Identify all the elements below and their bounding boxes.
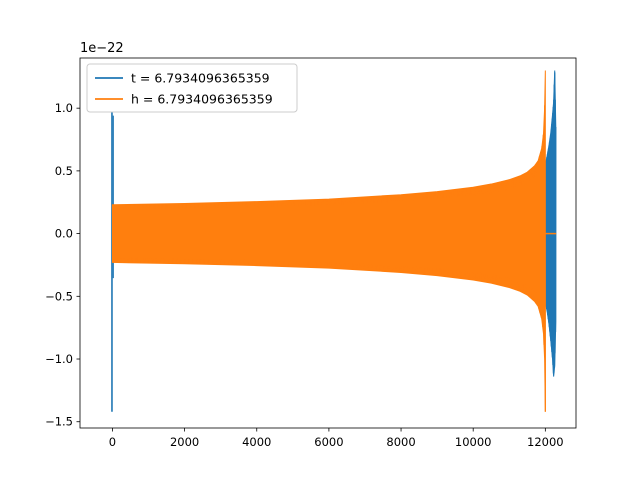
series-1-oscillation: [111, 105, 546, 412]
legend: t = 6.7934096365359 h = 6.7934096365359: [86, 63, 298, 113]
x-tick-label: 10000: [455, 435, 492, 449]
series-0-oscillation: [544, 72, 557, 374]
series-1: [111, 70, 557, 412]
x-tick-label: 8000: [386, 435, 415, 449]
x-tick-label: 6000: [314, 435, 343, 449]
x-tick-label: 0: [109, 435, 116, 449]
series-0: [111, 70, 557, 412]
y-tick-label: 0.5: [55, 164, 73, 178]
axes-frame: [79, 57, 577, 429]
x-tick-label: 12000: [527, 435, 564, 449]
y-offset-label: 1e−22: [80, 41, 124, 56]
x-tick-label: 4000: [242, 435, 271, 449]
y-tick-label: 1.0: [55, 101, 73, 115]
y-tick-label: −1.0: [45, 352, 73, 366]
legend-label-0: t = 6.7934096365359: [131, 71, 270, 86]
axes-layer: 0 2000 4000 6000 8000 10000 12000 −1.5 −1.0 −0.5 0…: [45, 57, 577, 449]
y-tick-label: −0.5: [45, 289, 73, 303]
y-tick-label: −1.5: [45, 415, 73, 429]
legend-label-1: h = 6.7934096365359: [131, 92, 273, 107]
y-tick-label: 0.0: [55, 227, 73, 241]
x-tick-label: 2000: [170, 435, 199, 449]
series-layer: [111, 70, 557, 412]
legend-box: [86, 63, 298, 113]
